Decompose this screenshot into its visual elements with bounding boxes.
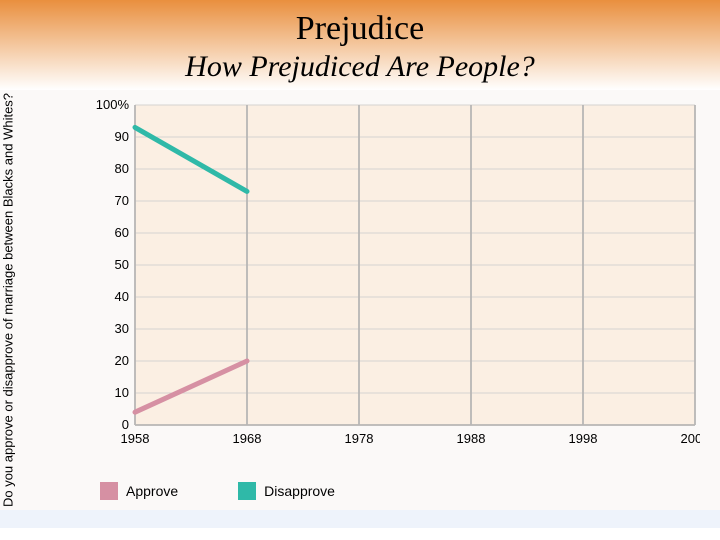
legend-label: Disapprove: [264, 483, 335, 499]
legend-swatch: [238, 482, 256, 500]
y-tick-label: 20: [115, 353, 129, 368]
legend-item: Disapprove: [238, 482, 335, 500]
y-tick-label: 70: [115, 193, 129, 208]
y-tick-label: 10: [115, 385, 129, 400]
y-tick-label: 80: [115, 161, 129, 176]
x-tick-label: 2008: [681, 431, 700, 446]
y-tick-label: 50: [115, 257, 129, 272]
footer-strip: [0, 510, 720, 528]
y-tick-label: 60: [115, 225, 129, 240]
y-tick-label: 40: [115, 289, 129, 304]
x-tick-label: 1958: [121, 431, 150, 446]
legend-item: Approve: [100, 482, 178, 500]
x-tick-label: 1988: [457, 431, 486, 446]
y-tick-label: 30: [115, 321, 129, 336]
chart-legend: Approve Disapprove: [100, 482, 335, 500]
y-tick-label: 0: [122, 417, 129, 432]
slide-title: Prejudice: [0, 10, 720, 48]
y-tick-label: 100%: [96, 100, 130, 112]
y-tick-label: 90: [115, 129, 129, 144]
chart-figure: Do you approve or disapprove of marriage…: [0, 90, 720, 510]
line-chart: 0 10 20 30 40 50 60 70 80 90 100% 1958 1968 1978 1988 1…: [95, 100, 700, 450]
x-tick-label: 1978: [345, 431, 374, 446]
x-tick-label: 1968: [233, 431, 262, 446]
y-axis-label: Do you approve or disapprove of marriage…: [1, 93, 16, 507]
legend-label: Approve: [126, 483, 178, 499]
slide-header: Prejudice How Prejudiced Are People?: [0, 0, 720, 90]
x-tick-label: 1998: [569, 431, 598, 446]
slide-subtitle: How Prejudiced Are People?: [0, 50, 720, 84]
legend-swatch: [100, 482, 118, 500]
